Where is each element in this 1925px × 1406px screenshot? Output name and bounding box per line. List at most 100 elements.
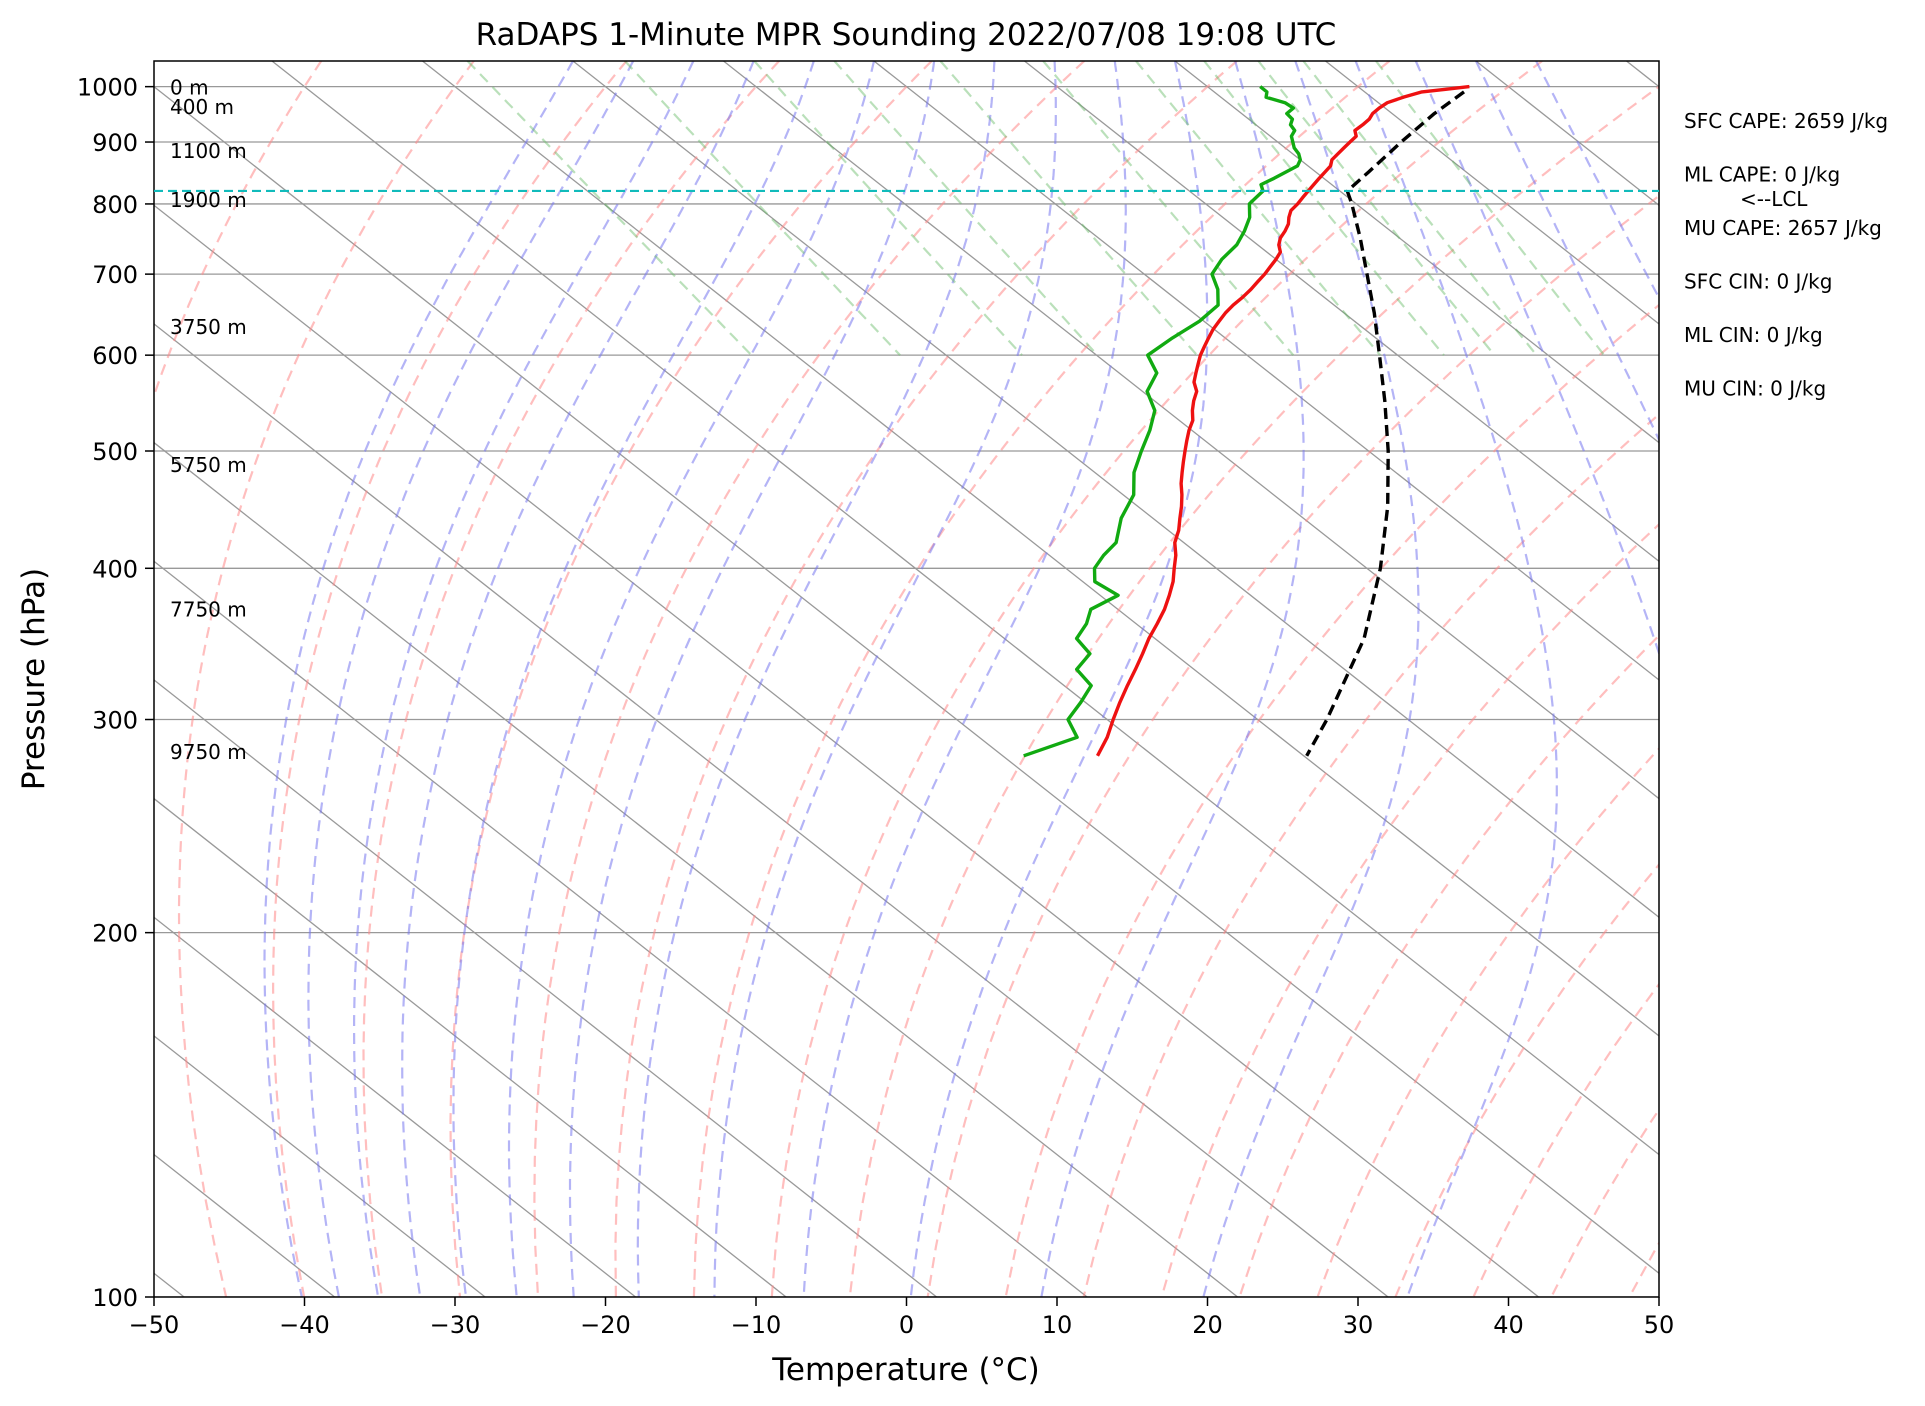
x-tick-label: 30	[1343, 1311, 1374, 1339]
background-grid	[154, 61, 1925, 1297]
isotherm-line	[1024, 61, 1659, 563]
dry-adiabat-line	[177, 61, 475, 1297]
stat-label: SFC CAPE: 2659 J/kg	[1684, 109, 1888, 133]
moist-adiabat-line	[1202, 61, 1420, 1297]
sounding-series	[1023, 84, 1470, 758]
mixing-ratio-line	[1257, 61, 1496, 356]
dry-adiabat-line	[1238, 634, 1659, 1297]
lcl-marker: <--LCL	[154, 187, 1808, 211]
isotherm-line	[154, 441, 1239, 1297]
dry-adiabat-line	[154, 61, 323, 399]
moist-adiabat-line	[452, 61, 815, 1297]
dry-adiabat-line	[362, 61, 780, 1297]
x-tick-label: 50	[1644, 1311, 1675, 1339]
mixing-ratio-line	[466, 61, 753, 356]
dry-adiabat-line	[1472, 982, 1659, 1297]
isotherm-line	[1325, 61, 1659, 325]
parcel-path-line	[1305, 90, 1466, 757]
dry-adiabat-line	[770, 61, 1543, 1297]
x-tick-label: 0	[899, 1311, 914, 1339]
height-label: 400 m	[170, 95, 234, 119]
y-tick-label: 700	[92, 261, 138, 289]
dry-adiabat-line	[1785, 61, 1925, 1297]
dry-adiabat-line	[271, 61, 628, 1297]
stat-label: ML CAPE: 0 J/kg	[1684, 163, 1840, 187]
x-tick-label: 40	[1493, 1311, 1524, 1339]
isotherm-line	[154, 85, 1659, 1275]
mixing-ratio-line	[833, 61, 1099, 356]
isotherm-line	[873, 61, 1659, 681]
y-tick-label: 800	[92, 191, 138, 219]
y-axis: 1000 900 800 700 600 500 400 300 200 100	[77, 74, 154, 1312]
dry-adiabat-line	[1863, 61, 1925, 1297]
temperature-line	[1095, 84, 1470, 757]
dry-adiabat-line	[614, 61, 1238, 1297]
height-labels: 9750 m 7750 m 5750 m 3750 m 1900 m 1100 m 400 …	[170, 76, 247, 764]
mixing-ratio-line	[1302, 61, 1538, 356]
y-tick-label: 200	[92, 920, 138, 948]
dry-adiabat-line	[1004, 303, 1659, 1297]
height-label: 3750 m	[170, 315, 247, 339]
y-tick-label: 600	[92, 342, 138, 370]
dry-adiabat-line	[1394, 862, 1659, 1297]
dry-adiabat-line	[692, 61, 1391, 1297]
isotherm-line	[154, 204, 1540, 1297]
isotherm-line	[271, 61, 1659, 1156]
dry-adiabat-line	[1316, 747, 1659, 1297]
y-tick-label: 100	[92, 1284, 138, 1312]
dry-adiabat-line	[1082, 412, 1659, 1297]
mixing-ratio-line	[939, 61, 1198, 356]
moist-adiabat-line	[713, 61, 1057, 1297]
y-axis-label: Pressure (hPa)	[16, 568, 52, 790]
x-tick-label: −40	[279, 1311, 330, 1339]
stability-indices: SFC CAPE: 2659 J/kg ML CAPE: 0 J/kg MU CAP…	[1684, 109, 1888, 401]
moist-adiabat-line	[1354, 61, 1558, 1297]
height-label: 5750 m	[170, 453, 247, 477]
x-axis: −50 −40 −30 −20 −10 0 10 20 30 40 50	[129, 1297, 1675, 1339]
dry-adiabat-line	[1707, 61, 1925, 1297]
height-label: 1100 m	[170, 139, 247, 163]
isotherm-line	[154, 797, 787, 1297]
mixing-ratio-line	[753, 61, 1023, 356]
isotherm-line	[154, 560, 1088, 1297]
moist-adiabat-line	[507, 61, 876, 1297]
mixing-ratio-line	[1375, 61, 1606, 356]
stat-label: ML CIN: 0 J/kg	[1684, 323, 1823, 347]
x-tick-label: −50	[129, 1311, 180, 1339]
mixing-ratio-line	[1135, 61, 1382, 356]
x-tick-label: 10	[1042, 1311, 1073, 1339]
mixing-ratio-line	[624, 61, 901, 356]
mixing-ratio-line	[1203, 61, 1445, 356]
mixing-ratio-line	[1042, 61, 1295, 356]
dewpoint-line	[1023, 85, 1302, 758]
dry-adiabat-line	[1160, 522, 1659, 1297]
isotherm-line	[572, 61, 1659, 919]
x-tick-label: −10	[731, 1311, 782, 1339]
dry-adiabat-line	[926, 194, 1659, 1297]
isotherm-line	[154, 1035, 486, 1297]
moist-adiabat-line	[909, 61, 1209, 1297]
moist-adiabat-line	[401, 61, 755, 1297]
dry-adiabat-line	[1628, 1241, 1659, 1297]
dry-adiabat-line	[1550, 1107, 1659, 1297]
height-label: 7750 m	[170, 597, 247, 621]
dry-adiabat-line	[848, 85, 1659, 1297]
isotherm-line	[1475, 61, 1659, 207]
stat-label: MU CAPE: 2657 J/kg	[1684, 216, 1882, 240]
isotherm-line	[154, 916, 637, 1297]
moist-adiabat-line	[1475, 61, 1659, 443]
height-label: 1900 m	[170, 188, 247, 212]
moist-adiabat-line	[263, 61, 574, 1297]
y-tick-label: 900	[92, 129, 138, 157]
moist-adiabat-line	[1040, 61, 1305, 1297]
dry-adiabat-line	[533, 61, 1086, 1297]
moist-adiabat-line	[353, 61, 695, 1297]
isotherm-line	[154, 323, 1389, 1297]
isotherm-line	[723, 61, 1659, 800]
lcl-label: <--LCL	[1740, 187, 1808, 211]
isotherm-line	[422, 61, 1659, 1037]
moist-adiabat-line	[1414, 61, 1659, 657]
isotherm-line	[1626, 61, 1659, 88]
height-label: 9750 m	[170, 740, 247, 764]
